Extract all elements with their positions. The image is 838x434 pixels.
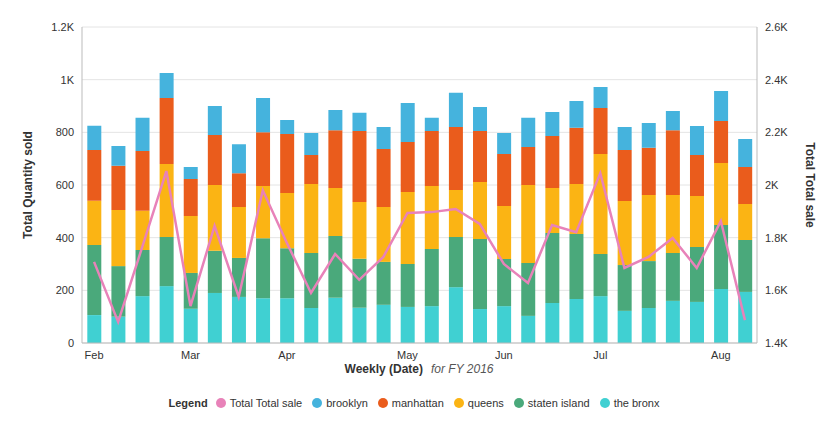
html-text:Weekly (Date): Weekly (Date)	[344, 362, 423, 376]
html-text:queens: queens	[467, 397, 504, 409]
svg-text:2K: 2K	[765, 179, 779, 191]
html-text:for FY 2016: for FY 2016	[431, 362, 494, 376]
svg-text:Mar: Mar	[181, 349, 200, 361]
svg-text:2.6K: 2.6K	[765, 21, 788, 33]
svg-text:Total Quantity sold: Total Quantity sold	[21, 131, 35, 239]
html-text:manhattan: manhattan	[391, 397, 444, 409]
svg-text:2.4K: 2.4K	[765, 74, 788, 86]
svg-text:200: 200	[56, 284, 74, 296]
html-text:the bronx: the bronx	[613, 397, 660, 409]
svg-text:Apr: Apr	[278, 349, 295, 361]
svg-text:600: 600	[56, 179, 74, 191]
svg-text:400: 400	[56, 232, 74, 244]
svg-text:800: 800	[56, 126, 74, 138]
svg-text:1.8K: 1.8K	[765, 232, 788, 244]
svg-text:Jun: Jun	[495, 349, 513, 361]
svg-text:May: May	[397, 349, 418, 361]
svg-text:Jul: Jul	[593, 349, 607, 361]
svg-text:1.4K: 1.4K	[765, 337, 788, 349]
html-text:brooklyn: brooklyn	[326, 397, 368, 409]
svg-text:0: 0	[68, 337, 74, 349]
svg-text:1.2K: 1.2K	[51, 21, 74, 33]
svg-text:1.6K: 1.6K	[765, 284, 788, 296]
svg-text:Aug: Aug	[711, 349, 731, 361]
svg-text:1K: 1K	[61, 74, 75, 86]
svg-text:Total Total sale: Total Total sale	[803, 142, 817, 228]
svg-text:2.2K: 2.2K	[765, 126, 788, 138]
html-text:Legend: Legend	[168, 397, 208, 409]
html-text:Total Total sale: Total Total sale	[229, 397, 303, 409]
svg-text:Feb: Feb	[85, 349, 104, 361]
html-text:staten island: staten island	[527, 397, 590, 409]
